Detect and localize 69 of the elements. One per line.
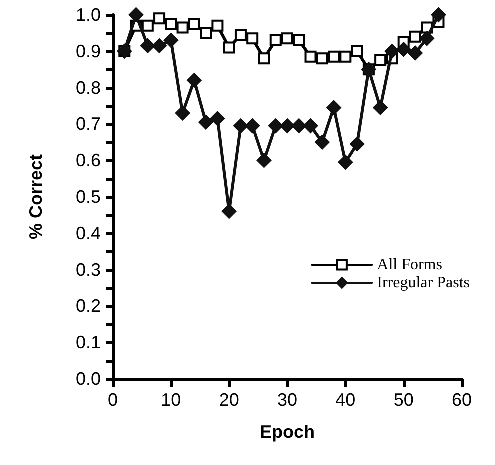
y-tick-label: 0.6 [76, 150, 101, 171]
y-tick-label: 0.2 [76, 296, 101, 316]
point [210, 111, 226, 126]
point [374, 54, 387, 66]
x-tick-label: 20 [219, 390, 240, 410]
y-tick-label: 0.0 [76, 369, 101, 389]
point [384, 44, 400, 59]
point [200, 27, 212, 40]
y-axis-title: % Correct [26, 154, 46, 240]
point [420, 31, 435, 46]
point [246, 32, 259, 45]
point [409, 30, 422, 43]
point [314, 134, 330, 150]
point [234, 29, 247, 42]
point [188, 18, 200, 30]
point [340, 50, 352, 63]
point [328, 50, 340, 63]
x-axis-title: Epoch [260, 422, 316, 442]
point [154, 12, 166, 25]
point [142, 20, 154, 32]
point [256, 153, 272, 168]
x-tick-label: 30 [277, 390, 298, 410]
point [303, 118, 318, 134]
point [304, 50, 317, 63]
point [212, 20, 224, 32]
point [152, 38, 168, 54]
y-tick-label: 0.3 [76, 260, 101, 280]
y-tick-label: 0.8 [76, 78, 101, 98]
point [282, 32, 294, 45]
point [128, 8, 144, 22]
point [408, 46, 423, 61]
x-tick-label: 0 [108, 390, 118, 410]
x-tick-label: 40 [336, 390, 356, 410]
point [431, 8, 446, 22]
point [280, 118, 295, 134]
point [175, 106, 190, 121]
point [396, 42, 412, 58]
point [268, 118, 284, 134]
point [326, 100, 342, 116]
y-tick-label: 1.0 [76, 5, 101, 25]
x-tick-label: 50 [394, 390, 414, 410]
point [373, 100, 388, 116]
point [350, 136, 365, 152]
point [316, 52, 328, 65]
legend-label: Irregular Pasts [377, 274, 470, 292]
legend-label: All Forms [377, 256, 442, 274]
x-tick-label: 10 [161, 390, 182, 410]
y-tick-label: 0.9 [76, 41, 101, 62]
y-tick-label: 0.1 [76, 332, 101, 353]
y-tick-label: 0.5 [76, 187, 101, 207]
point [351, 45, 364, 58]
point [223, 42, 236, 54]
point [233, 118, 248, 134]
x-tick-label: 60 [452, 390, 472, 410]
point [245, 118, 260, 134]
point [338, 154, 354, 170]
point [292, 118, 307, 134]
point [165, 18, 178, 30]
point [293, 34, 306, 46]
point [176, 22, 189, 34]
y-tick-label: 0.4 [76, 223, 101, 244]
y-tick-label: 0.7 [76, 114, 101, 134]
point [140, 38, 156, 54]
point [222, 204, 237, 220]
point [258, 52, 270, 65]
point [270, 34, 282, 46]
point [164, 32, 179, 48]
point [198, 114, 214, 130]
point [186, 73, 202, 88]
